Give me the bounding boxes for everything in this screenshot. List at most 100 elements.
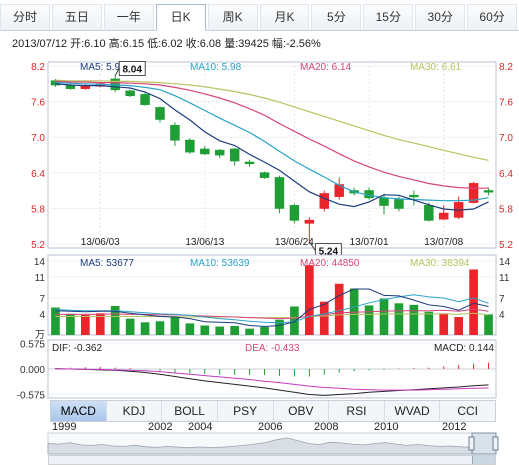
tab-psy[interactable]: PSY [218,401,274,421]
candle-down [229,148,240,162]
timeline-scrollbar[interactable] [48,455,496,465]
price-ma-legend: MA20: 6.14 [300,62,352,73]
price-y-tick-left: 7.0 [31,133,45,144]
macd-y-tick: 0.575 [20,340,45,351]
price-y-tick-left: 5.2 [31,240,45,251]
tab-rsi[interactable]: RSI [329,401,385,421]
ma30-line [55,79,489,161]
volume-ma30-line [55,312,489,319]
timeline-year: 2008 [314,421,339,433]
price-ma-legend: MA10: 5.98 [190,62,242,73]
tab-intraday[interactable]: 分时 [0,4,50,30]
price-y-tick-right: 7.0 [499,133,513,144]
price-ma-legend: MA30: 6.61 [410,62,462,73]
timeline-area [47,437,473,455]
period-tab-bar: 分时 五日 一年 日K 周K 月K 5分 15分 30分 60分 [0,4,519,31]
price-x-tick-label: 13/07/01 [350,237,389,248]
volume-panel [47,254,497,336]
extreme-leader-line [309,241,316,251]
volume-bar [275,319,284,335]
volume-bar [454,317,463,335]
candle-down [244,161,255,165]
ma10-line [55,82,489,202]
volume-bar [424,311,434,335]
volume-y-tick-right: 7 [499,294,505,305]
candle-down [185,139,195,153]
candle-down [409,194,419,198]
candle-down [394,199,404,209]
tab-five-day[interactable]: 五日 [51,4,102,30]
tab-5-min[interactable]: 5分 [311,4,362,30]
volume-bar [245,328,254,335]
volume-bar [484,314,493,335]
volume-ma5-line [55,288,489,328]
price-x-tick-label: 13/07/08 [424,237,463,248]
volume-bar [215,326,225,335]
candle-down [215,149,225,156]
volume-bar [95,313,105,335]
candle-up [439,212,449,220]
volume-bar [200,325,210,335]
candle-down [483,190,494,193]
volume-bar [290,306,299,335]
price-y-tick-right: 6.4 [499,169,513,180]
volume-bar [379,298,389,335]
macd-dif-legend: DIF: -0.362 [52,343,102,354]
tab-wvad[interactable]: WVAD [385,401,441,421]
tab-macd[interactable]: MACD [51,401,107,421]
timeline-year-labels: 1999 2002 2004 2006 2008 2010 2012 [48,421,496,435]
ma20-line [55,80,489,189]
timeline-scroll-thumb[interactable] [472,456,495,464]
volume-bar [110,305,120,335]
candle-down [170,124,180,141]
volume-bar [260,327,269,335]
volume-unit-label: 万 [35,330,45,341]
extreme-label: 8.04 [122,64,142,75]
tab-one-year[interactable]: 一年 [103,4,154,30]
volume-ma-legend: MA5: 53677 [80,258,134,269]
tab-kdj[interactable]: KDJ [107,401,163,421]
quote-info-line: 2013/07/12 开:6.10 高:6.15 低:6.02 收:6.08 量… [12,38,321,50]
volume-bar [439,313,449,335]
timeline-year: 1999 [52,421,77,433]
timeline-handle-right [492,436,499,451]
macd-dea-line [55,368,489,391]
volume-bar [125,318,135,335]
tab-obv[interactable]: OBV [274,401,330,421]
candle-down [424,205,434,221]
volume-y-tick-left: 11 [35,273,46,284]
price-x-tick-label: 13/06/24 [275,237,314,248]
tab-boll[interactable]: BOLL [162,401,218,421]
volume-bar [319,301,329,335]
tab-weekly-k[interactable]: 周K [207,4,258,30]
candle-down [379,197,389,206]
timeline-window [471,432,497,455]
volume-ma-legend: MA30: 38394 [410,258,470,269]
volume-bar [81,314,90,335]
candle-down [274,177,285,209]
tab-60-min[interactable]: 60分 [467,4,518,30]
candle-up [319,193,329,209]
volume-bar [409,304,419,335]
tab-monthly-k[interactable]: 月K [259,4,310,30]
candle-up [304,219,315,224]
volume-ma20-line [55,308,489,320]
volume-ma-legend: MA10: 53639 [190,258,250,269]
volume-bar [394,303,404,335]
ma5-line [55,83,489,211]
volume-bar [469,269,478,335]
tab-30-min[interactable]: 30分 [415,4,466,30]
tab-15-min[interactable]: 15分 [363,4,414,30]
price-y-tick-right: 5.8 [499,204,513,215]
volume-bar [349,288,359,335]
extreme-label: 5.24 [319,247,339,258]
tab-cci[interactable]: CCI [457,404,479,418]
volume-ma10-line [55,294,489,324]
volume-bar [170,317,180,335]
volume-bar [51,307,60,335]
tab-daily-k[interactable]: 日K [155,4,206,31]
timeline-handle-left [468,436,475,451]
price-y-tick-left: 7.6 [31,98,45,109]
price-x-tick-label: 13/06/13 [185,237,224,248]
